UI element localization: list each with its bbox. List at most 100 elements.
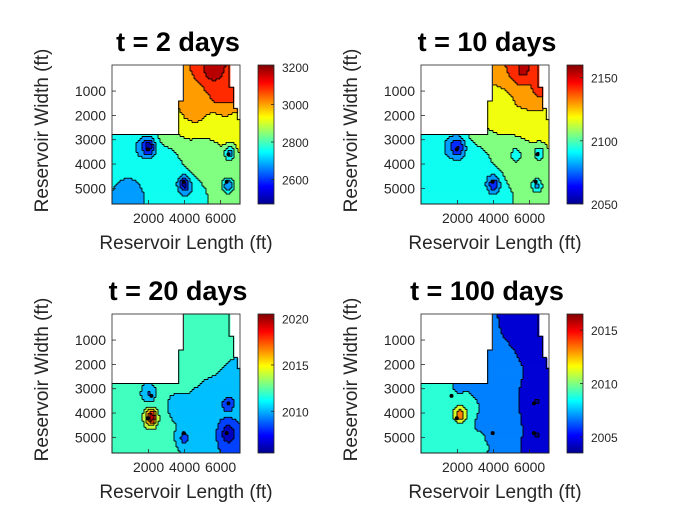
contour-cell bbox=[224, 136, 227, 139]
contour-cell bbox=[156, 156, 159, 159]
contour-cell bbox=[535, 158, 538, 161]
contour-cell bbox=[495, 150, 498, 153]
contour-cell bbox=[433, 150, 436, 153]
contour-cell bbox=[196, 200, 199, 203]
contour-cell bbox=[212, 160, 215, 163]
contour-cell bbox=[503, 140, 506, 143]
contour-cell bbox=[218, 128, 221, 131]
contour-cell bbox=[505, 134, 508, 137]
contour-cell bbox=[535, 70, 538, 74]
contour-cell bbox=[208, 142, 211, 145]
contour-cell bbox=[489, 106, 492, 110]
contour-cell bbox=[130, 172, 133, 175]
contour-cell bbox=[238, 132, 241, 135]
contour-cell bbox=[122, 148, 125, 151]
contour-cell bbox=[216, 78, 219, 82]
contour-cell bbox=[234, 164, 237, 167]
contour-cell bbox=[186, 134, 189, 137]
contour-cell bbox=[523, 86, 526, 90]
contour-cell bbox=[533, 138, 536, 141]
contour-cell bbox=[523, 104, 526, 108]
contour-cell bbox=[140, 198, 143, 201]
contour-cell bbox=[519, 156, 522, 159]
contour-cell bbox=[507, 114, 510, 117]
contour-cell bbox=[469, 146, 472, 149]
contour-cell bbox=[188, 116, 191, 119]
contour-cell bbox=[190, 92, 193, 96]
contour-cell bbox=[537, 122, 540, 125]
contour-cell bbox=[210, 166, 213, 169]
contour-cell bbox=[148, 162, 151, 165]
contour-cell bbox=[230, 198, 233, 201]
contour-cell bbox=[467, 144, 470, 147]
contour-cell bbox=[176, 152, 179, 155]
contour-cell bbox=[234, 168, 237, 171]
contour-cell bbox=[150, 182, 153, 185]
contour-cell bbox=[501, 108, 504, 112]
contour-cell bbox=[174, 182, 177, 185]
contour-cell bbox=[517, 124, 520, 127]
contour-cell bbox=[188, 162, 191, 165]
contour-cell bbox=[222, 190, 225, 193]
contour-cell bbox=[491, 116, 494, 119]
contour-cell bbox=[527, 126, 530, 129]
contour-cell bbox=[210, 82, 213, 86]
contour-cell bbox=[222, 172, 225, 175]
contour-cell bbox=[483, 152, 486, 155]
contour-cell bbox=[118, 164, 121, 167]
contour-cell bbox=[180, 166, 183, 169]
contour-cell bbox=[132, 174, 135, 177]
contour-cell bbox=[226, 90, 229, 94]
contour-cell bbox=[216, 134, 219, 137]
contour-cell bbox=[164, 180, 167, 183]
contour-cell bbox=[164, 154, 167, 157]
contour-cell bbox=[196, 140, 199, 143]
contour-cell bbox=[116, 196, 119, 199]
contour-cell bbox=[230, 132, 233, 135]
contour-cell bbox=[433, 142, 436, 145]
contour-cell bbox=[509, 132, 512, 135]
contour-cell bbox=[218, 104, 221, 108]
contour-cell bbox=[134, 192, 137, 195]
contour-cell bbox=[451, 148, 454, 151]
contour-cell bbox=[214, 140, 217, 143]
contour-cell bbox=[116, 180, 119, 183]
contour-cell bbox=[499, 126, 502, 129]
contour-cell bbox=[224, 138, 227, 141]
contour-cell bbox=[210, 108, 213, 112]
contour-cell bbox=[158, 166, 161, 169]
contour-cell bbox=[222, 118, 225, 121]
contour-cell bbox=[547, 122, 550, 125]
contour-cell bbox=[491, 110, 494, 114]
contour-cell bbox=[501, 134, 504, 137]
contour-cell bbox=[160, 136, 163, 139]
contour-cell bbox=[180, 192, 183, 195]
contour-cell bbox=[150, 196, 153, 199]
contour-cell bbox=[210, 78, 213, 82]
contour-cell bbox=[523, 124, 526, 127]
contour-cell bbox=[210, 188, 213, 191]
contour-cell bbox=[214, 148, 217, 151]
contour-cell bbox=[164, 174, 167, 177]
contour-cell bbox=[144, 164, 147, 167]
contour-cell bbox=[513, 110, 516, 114]
contour-cell bbox=[176, 142, 179, 145]
contour-cell bbox=[154, 194, 157, 197]
contour-cell bbox=[509, 144, 512, 147]
contour-cell bbox=[122, 178, 125, 181]
contour-cell bbox=[138, 154, 141, 157]
contour-cell bbox=[180, 190, 183, 193]
contour-cell bbox=[206, 146, 209, 149]
contour-cell bbox=[190, 148, 193, 151]
contour-cell bbox=[222, 70, 225, 74]
contour-cell bbox=[459, 146, 462, 149]
contour-cell bbox=[543, 118, 546, 121]
contour-cell bbox=[128, 170, 131, 173]
contour-cell bbox=[146, 186, 149, 189]
contour-cell bbox=[499, 72, 502, 76]
contour-lines bbox=[112, 65, 240, 204]
contour-cell bbox=[212, 82, 215, 86]
contour-cell bbox=[543, 126, 546, 129]
contour-cell bbox=[148, 158, 151, 161]
contour-cell bbox=[224, 154, 227, 157]
